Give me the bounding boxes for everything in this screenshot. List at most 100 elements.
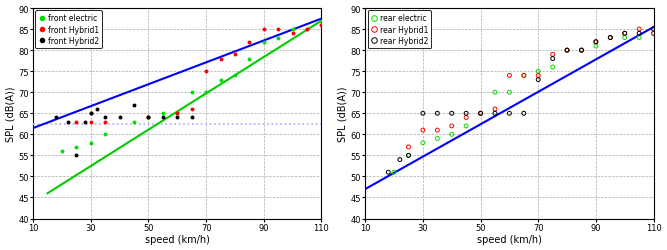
Point bbox=[461, 116, 472, 120]
Point bbox=[244, 57, 255, 61]
Point bbox=[157, 116, 168, 120]
Point bbox=[85, 112, 96, 116]
Y-axis label: SPL (dB(A)): SPL (dB(A)) bbox=[5, 86, 15, 142]
Point bbox=[85, 112, 96, 116]
Point bbox=[634, 32, 644, 36]
Y-axis label: SPL (dB(A)): SPL (dB(A)) bbox=[338, 86, 348, 142]
Point bbox=[461, 124, 472, 128]
Point bbox=[316, 24, 327, 28]
Point bbox=[533, 78, 544, 82]
Point bbox=[490, 108, 500, 112]
Point bbox=[63, 120, 73, 124]
Point bbox=[129, 104, 139, 108]
Point bbox=[186, 108, 197, 112]
Point bbox=[143, 116, 154, 120]
Point bbox=[620, 32, 630, 36]
Point bbox=[143, 116, 154, 120]
Point bbox=[504, 91, 515, 95]
Point bbox=[273, 28, 283, 32]
Point bbox=[548, 53, 558, 57]
Point bbox=[215, 57, 226, 61]
Point bbox=[518, 74, 529, 78]
Legend: front electric, front Hybrid1, front Hybrid2: front electric, front Hybrid1, front Hyb… bbox=[35, 11, 102, 49]
Point bbox=[562, 49, 572, 53]
Point bbox=[432, 112, 443, 116]
Point bbox=[71, 145, 82, 149]
Point bbox=[446, 133, 457, 137]
Point bbox=[475, 112, 486, 116]
Point bbox=[287, 28, 298, 32]
Point bbox=[403, 145, 414, 149]
Point bbox=[301, 28, 312, 32]
Point bbox=[143, 116, 154, 120]
Point bbox=[518, 112, 529, 116]
Point bbox=[504, 112, 515, 116]
X-axis label: speed (km/h): speed (km/h) bbox=[477, 234, 542, 244]
Point bbox=[383, 170, 394, 174]
Point bbox=[186, 91, 197, 95]
Point bbox=[576, 49, 587, 53]
Point bbox=[258, 28, 269, 32]
Point bbox=[186, 116, 197, 120]
Point bbox=[605, 36, 616, 40]
Point bbox=[504, 74, 515, 78]
Point bbox=[590, 40, 601, 44]
Point bbox=[446, 112, 457, 116]
Point bbox=[129, 120, 139, 124]
Point bbox=[316, 20, 327, 24]
Point bbox=[432, 128, 443, 132]
Point bbox=[620, 32, 630, 36]
Point bbox=[389, 170, 400, 174]
Point bbox=[576, 49, 587, 53]
Point bbox=[301, 28, 312, 32]
Point bbox=[229, 74, 240, 78]
Point bbox=[57, 150, 67, 154]
Point bbox=[71, 154, 82, 158]
Point bbox=[648, 28, 659, 32]
Legend: rear electric, rear Hybrid1, rear Hybrid2: rear electric, rear Hybrid1, rear Hybrid… bbox=[368, 11, 431, 49]
Point bbox=[548, 57, 558, 61]
Point bbox=[403, 154, 414, 158]
Point bbox=[100, 120, 111, 124]
Point bbox=[648, 32, 659, 36]
Point bbox=[562, 49, 572, 53]
Point bbox=[518, 74, 529, 78]
Point bbox=[490, 91, 500, 95]
Point bbox=[100, 133, 111, 137]
Point bbox=[51, 116, 61, 120]
Point bbox=[432, 137, 443, 141]
Point bbox=[114, 116, 125, 120]
Point bbox=[418, 128, 428, 132]
Point bbox=[590, 40, 601, 44]
Point bbox=[446, 124, 457, 128]
Point bbox=[85, 141, 96, 145]
Point bbox=[548, 66, 558, 70]
Point bbox=[215, 78, 226, 82]
Point bbox=[418, 112, 428, 116]
Point bbox=[403, 154, 414, 158]
Point bbox=[533, 70, 544, 74]
Point bbox=[85, 120, 96, 124]
Point bbox=[418, 141, 428, 145]
Point bbox=[172, 112, 183, 116]
Point bbox=[172, 112, 183, 116]
Point bbox=[634, 36, 644, 40]
Point bbox=[71, 120, 82, 124]
Point bbox=[394, 158, 405, 162]
Point bbox=[79, 120, 90, 124]
Point bbox=[201, 70, 211, 74]
Point bbox=[475, 112, 486, 116]
Point bbox=[620, 36, 630, 40]
Point bbox=[605, 36, 616, 40]
X-axis label: speed (km/h): speed (km/h) bbox=[145, 234, 209, 244]
Point bbox=[634, 28, 644, 32]
Point bbox=[605, 36, 616, 40]
Point bbox=[562, 49, 572, 53]
Point bbox=[229, 53, 240, 57]
Point bbox=[91, 108, 102, 112]
Point bbox=[287, 32, 298, 36]
Point bbox=[172, 116, 183, 120]
Point bbox=[201, 91, 211, 95]
Point bbox=[475, 112, 486, 116]
Point bbox=[258, 40, 269, 44]
